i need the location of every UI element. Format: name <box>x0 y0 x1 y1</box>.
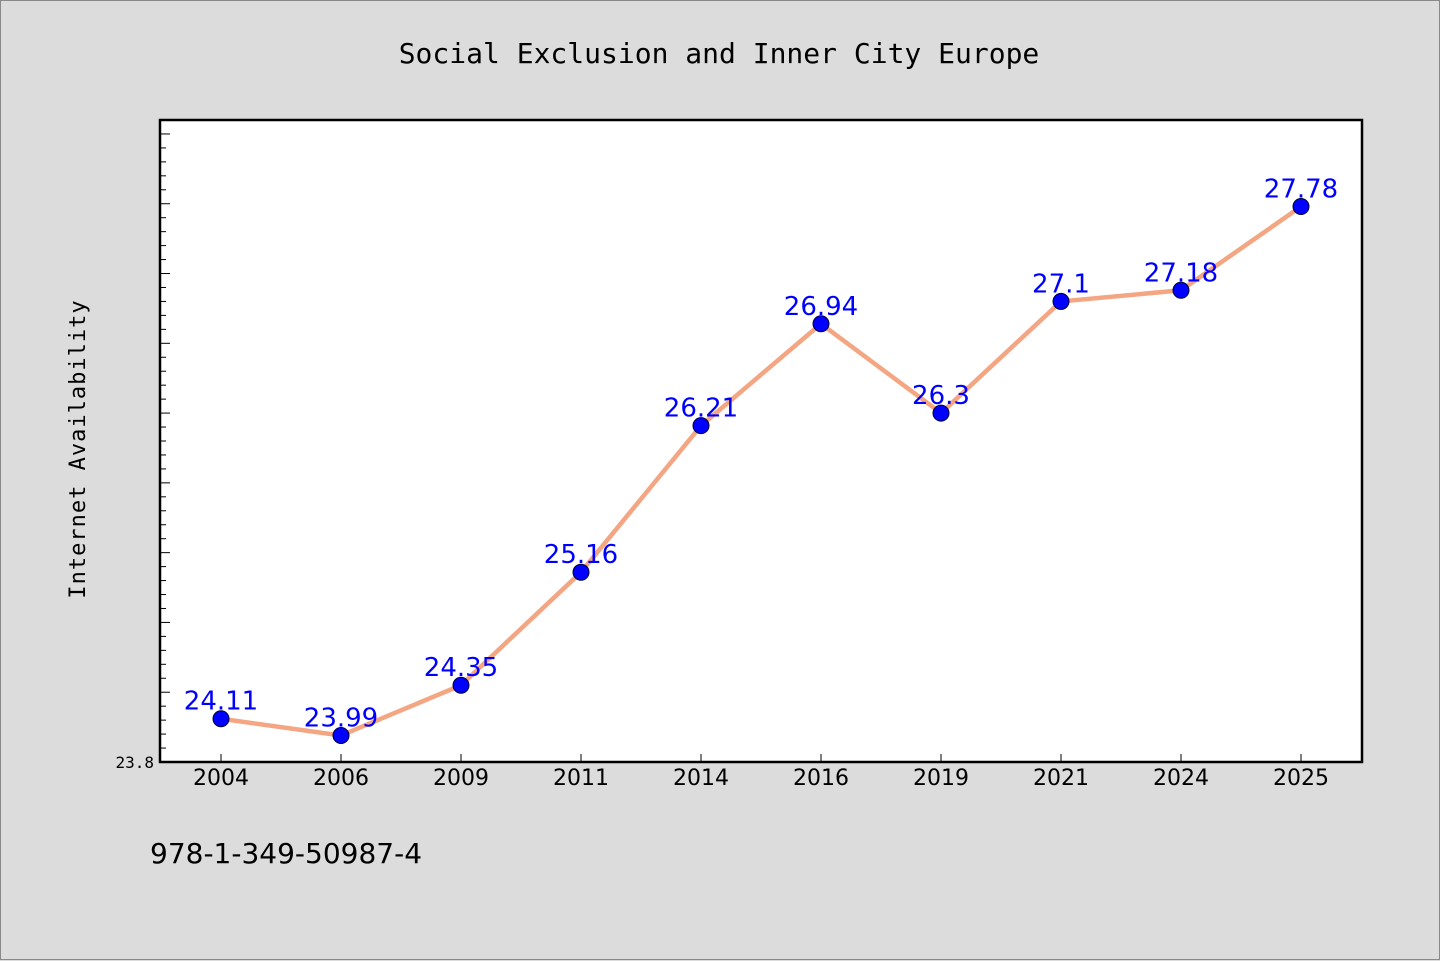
data-labels: 24.11 23.99 24.35 25.16 26.21 26.94 26.3 27.1 27… <box>184 175 1338 734</box>
data-label: 26.21 <box>664 394 738 424</box>
data-label: 24.11 <box>184 687 258 717</box>
data-label: 26.94 <box>784 292 858 322</box>
plot-area <box>158 118 1364 764</box>
series-line <box>218 204 1304 738</box>
data-point <box>1052 292 1070 310</box>
data-point <box>1292 198 1310 216</box>
data-point <box>932 404 950 422</box>
y-axis-label: Internet Availability <box>66 299 91 598</box>
x-tick-label: 2019 <box>913 766 969 791</box>
data-point <box>692 417 710 435</box>
data-point <box>452 676 470 694</box>
x-tick-label: 2009 <box>433 766 489 791</box>
y-minor-ticks <box>160 119 170 763</box>
x-tick-label: 2011 <box>553 766 609 791</box>
isbn-footer: 978-1-349-50987-4 <box>150 837 422 870</box>
data-point <box>1172 281 1190 299</box>
x-tick-label: 2021 <box>1033 766 1089 791</box>
x-tick-label: 2025 <box>1273 766 1329 791</box>
data-label: 23.99 <box>304 703 378 733</box>
y-tick-label: 23.8 <box>115 753 154 772</box>
data-label: 27.18 <box>1144 258 1218 288</box>
data-point <box>812 315 830 333</box>
data-label: 27.1 <box>1032 269 1090 299</box>
x-tick-label: 2006 <box>313 766 369 791</box>
x-tick-label: 2014 <box>673 766 729 791</box>
x-axis-ticks: 2004 2006 2009 2011 2014 2016 2019 2021 2024 2025 <box>193 754 1329 791</box>
data-point <box>332 726 350 744</box>
data-label: 27.78 <box>1264 175 1338 205</box>
x-tick-label: 2004 <box>193 766 249 791</box>
chart-title: Social Exclusion and Inner City Europe <box>399 37 1040 70</box>
data-label: 26.3 <box>912 381 970 411</box>
data-point <box>572 563 590 581</box>
data-point <box>212 710 230 728</box>
data-markers <box>212 198 1310 744</box>
data-label: 24.35 <box>424 653 498 683</box>
x-tick-label: 2024 <box>1153 766 1209 791</box>
x-tick-label: 2016 <box>793 766 849 791</box>
y-axis-tick-labels: 23.8 <box>115 753 154 772</box>
data-label: 25.16 <box>544 540 618 570</box>
